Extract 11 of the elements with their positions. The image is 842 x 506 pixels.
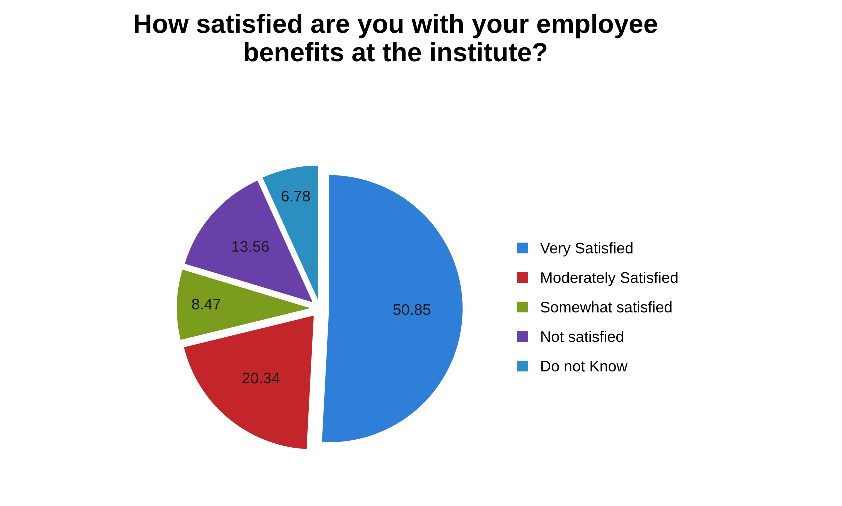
data-label: 50.85	[394, 304, 431, 316]
legend-label: Very Satisfied	[540, 242, 633, 257]
legend-label: Moderately Satisfied	[542, 272, 678, 286]
data-label: 8.47	[192, 298, 221, 310]
legend-label: Do not Know	[542, 361, 628, 372]
legend-label: Not satisfied	[542, 331, 624, 342]
legend-label: Somewhat satisfied	[541, 302, 672, 313]
data-label: 20.34	[242, 372, 280, 384]
data-label: 6.78	[282, 190, 310, 202]
data-label: 13.56	[232, 241, 270, 252]
chart-title: How satisfied are you with your employee benefits at the institute?	[135, 14, 658, 62]
